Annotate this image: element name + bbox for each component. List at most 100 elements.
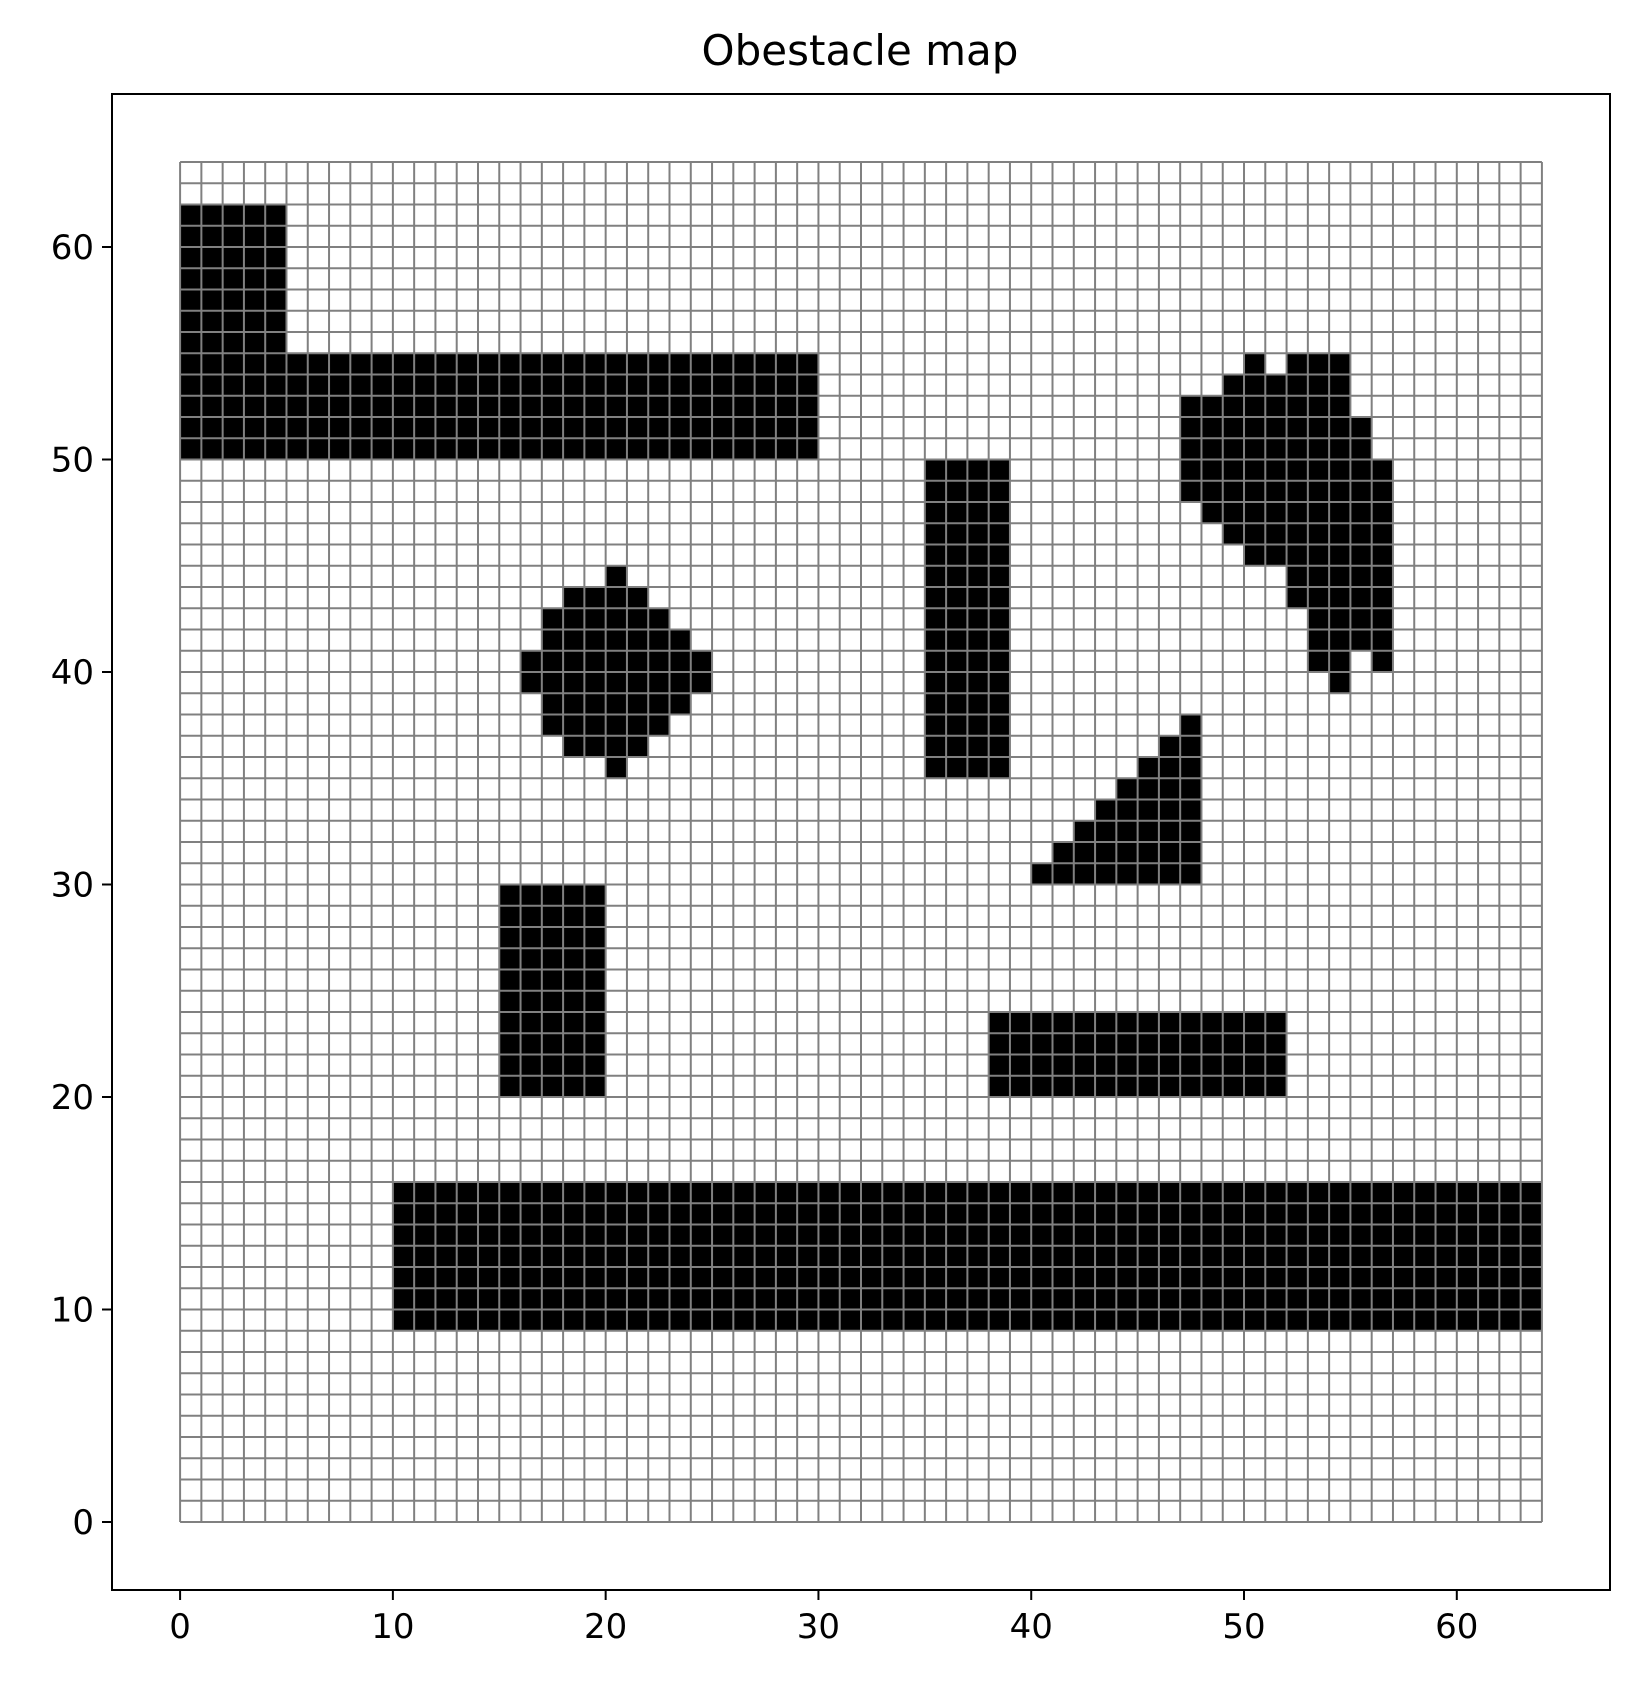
obstacle-cell bbox=[1350, 502, 1373, 524]
obstacle-cell bbox=[1371, 480, 1394, 503]
obstacle-cell bbox=[541, 629, 564, 652]
obstacle-cell bbox=[1137, 820, 1160, 843]
y-axis: 0 10 20 30 40 50 60 bbox=[51, 228, 112, 1543]
obstacle-cell bbox=[1180, 438, 1202, 460]
obstacle-cell bbox=[1137, 842, 1160, 864]
obstacle-cell bbox=[648, 693, 670, 715]
obstacle-cell bbox=[626, 672, 649, 694]
obstacle-cell bbox=[1180, 459, 1202, 482]
obstacle-cell bbox=[1307, 587, 1330, 609]
obstacle-cell bbox=[1371, 502, 1394, 524]
obstacle-cell bbox=[1244, 353, 1266, 375]
y-tick-label: 20 bbox=[51, 1078, 94, 1118]
obstacle-cell bbox=[1307, 608, 1330, 630]
obstacle-cell bbox=[1031, 863, 1054, 885]
obstacle-cell bbox=[1307, 565, 1330, 588]
obstacle-cell bbox=[626, 735, 649, 758]
obstacle-cell bbox=[1265, 374, 1288, 397]
obstacle-block bbox=[286, 353, 819, 460]
obstacle-cell bbox=[1180, 714, 1202, 737]
obstacle-cell bbox=[1095, 799, 1117, 822]
obstacle-cell bbox=[1350, 544, 1373, 567]
obstacle-cell bbox=[1286, 544, 1309, 567]
obstacle-cell bbox=[1201, 480, 1224, 503]
obstacle-cell bbox=[1222, 459, 1245, 482]
obstacle-cell bbox=[1244, 374, 1266, 397]
obstacle-cell bbox=[1307, 650, 1330, 673]
obstacle-cell bbox=[690, 650, 713, 673]
obstacle-cell bbox=[1180, 799, 1202, 822]
obstacle-cell bbox=[1371, 608, 1394, 630]
obstacle-cell bbox=[669, 650, 692, 673]
obstacle-cell bbox=[605, 672, 628, 694]
obstacle-cell bbox=[1116, 799, 1139, 822]
obstacle-cell bbox=[626, 587, 649, 609]
obstacle-cell bbox=[605, 735, 628, 758]
x-tick-label: 10 bbox=[371, 1607, 414, 1647]
obstacle-cell bbox=[1201, 438, 1224, 460]
obstacle-cell bbox=[1265, 544, 1288, 567]
obstacle-cell bbox=[1265, 480, 1288, 503]
obstacle-cell bbox=[1158, 757, 1181, 779]
obstacle-cell bbox=[1286, 502, 1309, 524]
obstacle-cell bbox=[1307, 353, 1330, 375]
obstacle-cell bbox=[648, 629, 670, 652]
obstacle-cell bbox=[541, 608, 564, 630]
obstacle-cell bbox=[1244, 523, 1266, 545]
obstacle-cell bbox=[1244, 395, 1266, 418]
obstacle-cell bbox=[563, 629, 585, 652]
obstacle-cell bbox=[1222, 374, 1245, 397]
obstacle-cell bbox=[1329, 459, 1351, 482]
obstacle-cell bbox=[520, 650, 543, 673]
obstacle-cell bbox=[1180, 863, 1202, 885]
x-tick-label: 60 bbox=[1435, 1607, 1478, 1647]
obstacle-cell bbox=[541, 672, 564, 694]
obstacle-cell bbox=[1073, 820, 1096, 843]
obstacle-cell bbox=[1073, 842, 1096, 864]
obstacle-cell bbox=[1137, 778, 1160, 800]
obstacle-cell bbox=[563, 714, 585, 737]
axes-frame bbox=[111, 93, 1611, 1591]
x-tick-label: 20 bbox=[584, 1607, 627, 1647]
obstacle-cell bbox=[1095, 842, 1117, 864]
obstacle-cell bbox=[1307, 395, 1330, 418]
obstacle-cell bbox=[1180, 842, 1202, 864]
obstacle-cell bbox=[1350, 438, 1373, 460]
obstacle-cell bbox=[563, 693, 585, 715]
obstacle-cell bbox=[669, 693, 692, 715]
obstacle-cell bbox=[1371, 523, 1394, 545]
obstacle-cell bbox=[1265, 417, 1288, 439]
axes: 0 10 20 30 40 50 60 0 10 20 30 40 50 60 bbox=[51, 93, 1611, 1647]
obstacle-cell bbox=[1350, 565, 1373, 588]
obstacle-cell bbox=[1201, 459, 1224, 482]
obstacle-cell bbox=[626, 714, 649, 737]
obstacle-cell bbox=[1286, 459, 1309, 482]
y-tick-label: 30 bbox=[51, 866, 94, 906]
obstacle-cell bbox=[626, 608, 649, 630]
obstacle-cell bbox=[1286, 353, 1309, 375]
obstacle-cell bbox=[1265, 523, 1288, 545]
obstacle-cell bbox=[1222, 480, 1245, 503]
obstacle-cell bbox=[1371, 544, 1394, 567]
obstacle-cell bbox=[541, 693, 564, 715]
obstacle-cell bbox=[1329, 502, 1351, 524]
obstacle-cell bbox=[584, 672, 607, 694]
obstacle-cell bbox=[1307, 459, 1330, 482]
obstacle-cell bbox=[1329, 480, 1351, 503]
obstacle-cell bbox=[1265, 459, 1288, 482]
obstacle-cell bbox=[1158, 842, 1181, 864]
obstacle-cell bbox=[605, 757, 628, 779]
obstacle-cell bbox=[1329, 650, 1351, 673]
x-axis: 0 10 20 30 40 50 60 bbox=[169, 1590, 1478, 1647]
obstacle-cell bbox=[1201, 395, 1224, 418]
grid-layer bbox=[179, 161, 1543, 1523]
obstacle-cell bbox=[1329, 353, 1351, 375]
obstacle-cell bbox=[1180, 820, 1202, 843]
obstacle-cell bbox=[1116, 863, 1139, 885]
obstacle-cell bbox=[1095, 863, 1117, 885]
obstacle-cell bbox=[1350, 417, 1373, 439]
obstacle-cell bbox=[1329, 544, 1351, 567]
obstacle-cell bbox=[605, 629, 628, 652]
obstacle-cell bbox=[1286, 438, 1309, 460]
